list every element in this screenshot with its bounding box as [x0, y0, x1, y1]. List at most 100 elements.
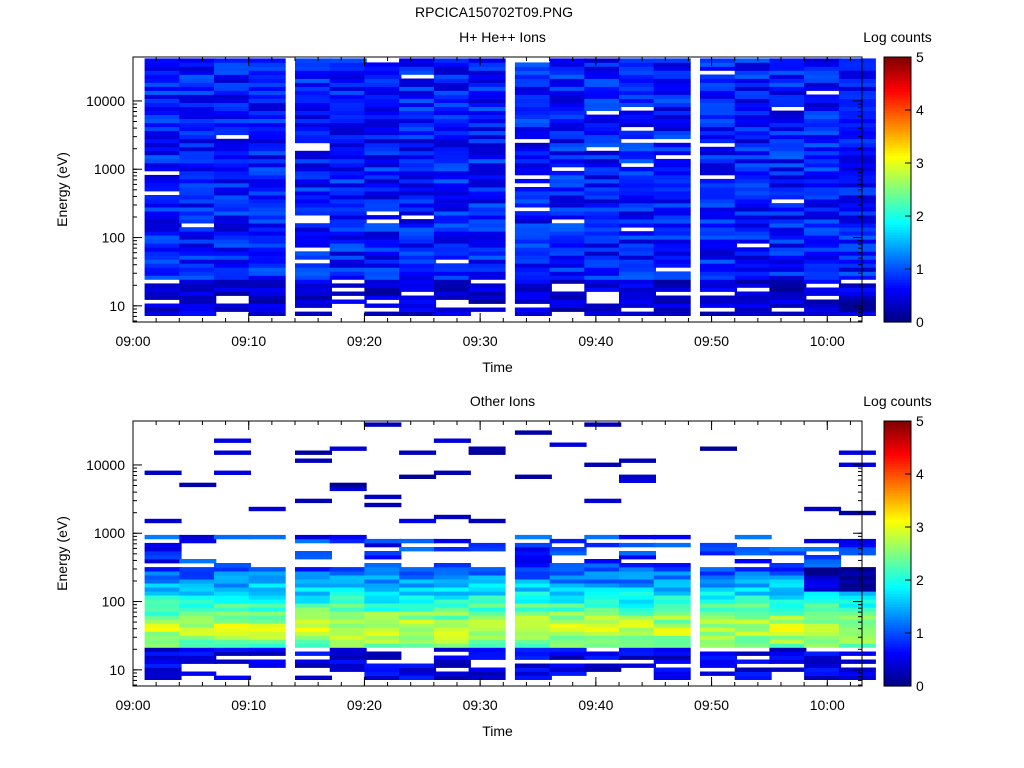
spectrogram-cell [734, 559, 772, 564]
spectrogram-cell [433, 307, 471, 312]
spectrogram-cell [144, 567, 182, 572]
spectrogram-cell [399, 538, 437, 544]
colorbar-tick-label: 3 [916, 519, 924, 535]
spectrogram-cell [144, 542, 182, 548]
colorbar-swatch [884, 210, 911, 214]
spectrogram-cell [700, 207, 737, 212]
spectrogram-cell [514, 191, 552, 196]
spectrogram-cell [214, 595, 251, 600]
spectrogram-cell [700, 162, 737, 168]
colorbar-swatch [884, 558, 911, 563]
spectrogram-cell [549, 307, 587, 312]
spectrogram-cell [619, 195, 656, 200]
colorbar-swatch [884, 625, 911, 629]
spectrogram-cell [514, 307, 552, 312]
spectrogram-cell [468, 619, 506, 624]
spectrogram-cell [584, 631, 622, 636]
spectrogram-cell [364, 122, 402, 128]
spectrogram-cell [804, 575, 842, 580]
spectrogram-cell [364, 611, 402, 616]
spectrogram-cell [399, 627, 437, 632]
spectrogram-cell [364, 291, 402, 296]
colorbar-swatch [884, 269, 911, 273]
spectrogram-cell [179, 295, 217, 300]
spectrogram-cell [584, 219, 622, 224]
spectrogram-cell [468, 70, 506, 75]
spectrogram-cell [248, 82, 286, 87]
spectrogram-cell [549, 279, 587, 284]
spectrogram-cell [804, 78, 842, 83]
spectrogram-cell [653, 223, 691, 228]
spectrogram-cell [179, 635, 217, 640]
spectrogram-cell [700, 303, 737, 308]
spectrogram-cell [248, 534, 286, 540]
spectrogram-cell [468, 595, 506, 600]
spectrogram-cell [295, 118, 332, 124]
spectrogram-cell [144, 651, 182, 656]
colorbar-swatch [884, 107, 911, 111]
spectrogram-cell [144, 251, 182, 256]
spectrogram-cell [364, 154, 402, 160]
spectrogram-cell [144, 82, 182, 87]
colorbar-swatch [884, 295, 911, 299]
spectrogram-cell [295, 287, 332, 292]
spectrogram-cell [584, 203, 622, 208]
spectrogram-cell [804, 134, 842, 140]
colorbar-swatch [884, 439, 911, 443]
spectrogram-cell [584, 150, 622, 156]
spectrogram-cell [584, 534, 622, 540]
spectrogram-cell [399, 311, 437, 316]
spectrogram-cell [248, 639, 286, 644]
spectrogram-cell [619, 303, 656, 308]
spectrogram-cell [734, 275, 772, 280]
spectrogram-cell [468, 187, 506, 192]
spectrogram-cell [700, 295, 737, 300]
spectrogram-cell [619, 655, 656, 660]
spectrogram-cell [653, 162, 691, 168]
spectrogram-cell [364, 571, 402, 576]
spectrogram-cell [295, 251, 332, 256]
spectrogram-cell [584, 191, 622, 196]
spectrogram-cell [584, 611, 622, 616]
spectrogram-cell [700, 587, 737, 592]
spectrogram-cell [619, 291, 656, 296]
colorbar-swatch [884, 221, 911, 225]
spectrogram-cell [399, 615, 437, 620]
spectrogram-cell [433, 58, 471, 63]
colorbar-swatch [884, 234, 911, 238]
spectrogram-cell [468, 94, 506, 99]
spectrogram-cell [399, 303, 437, 308]
spectrogram-cell [144, 183, 182, 188]
spectrogram-cell [295, 627, 332, 632]
spectrogram-cell [179, 603, 217, 608]
colorbar-swatch [884, 303, 911, 307]
spectrogram-cell [295, 102, 332, 107]
colorbar-swatch [884, 160, 911, 164]
spectrogram-cell [584, 142, 622, 148]
spectrogram-cell [295, 62, 332, 67]
colorbar-swatch [884, 540, 911, 544]
spectrogram-cell [700, 102, 737, 107]
spectrogram-cell [433, 138, 471, 144]
colorbar-swatch [884, 654, 911, 658]
spectrogram-cell [769, 631, 807, 636]
spectrogram-cell [329, 126, 367, 132]
spectrogram-cell [838, 191, 876, 196]
spectrogram-cell [653, 571, 691, 576]
spectrogram-cell [514, 231, 552, 236]
spectrogram-cell [619, 263, 656, 268]
spectrogram-cell [179, 102, 217, 107]
spectrogram-cell [399, 259, 437, 264]
spectrogram-cell [329, 619, 367, 624]
colorbar-swatch [884, 664, 911, 669]
spectrogram-cell [734, 118, 772, 124]
spectrogram-cell [433, 514, 471, 520]
spectrogram-cell [179, 255, 217, 260]
spectrogram-cell [248, 571, 286, 576]
spectrogram-cell [433, 239, 471, 244]
spectrogram-cell [653, 66, 691, 71]
spectrogram-cell [838, 651, 876, 656]
spectrogram-cell [838, 615, 876, 620]
spectrogram-cell [248, 623, 286, 628]
spectrogram-cell [364, 259, 402, 264]
